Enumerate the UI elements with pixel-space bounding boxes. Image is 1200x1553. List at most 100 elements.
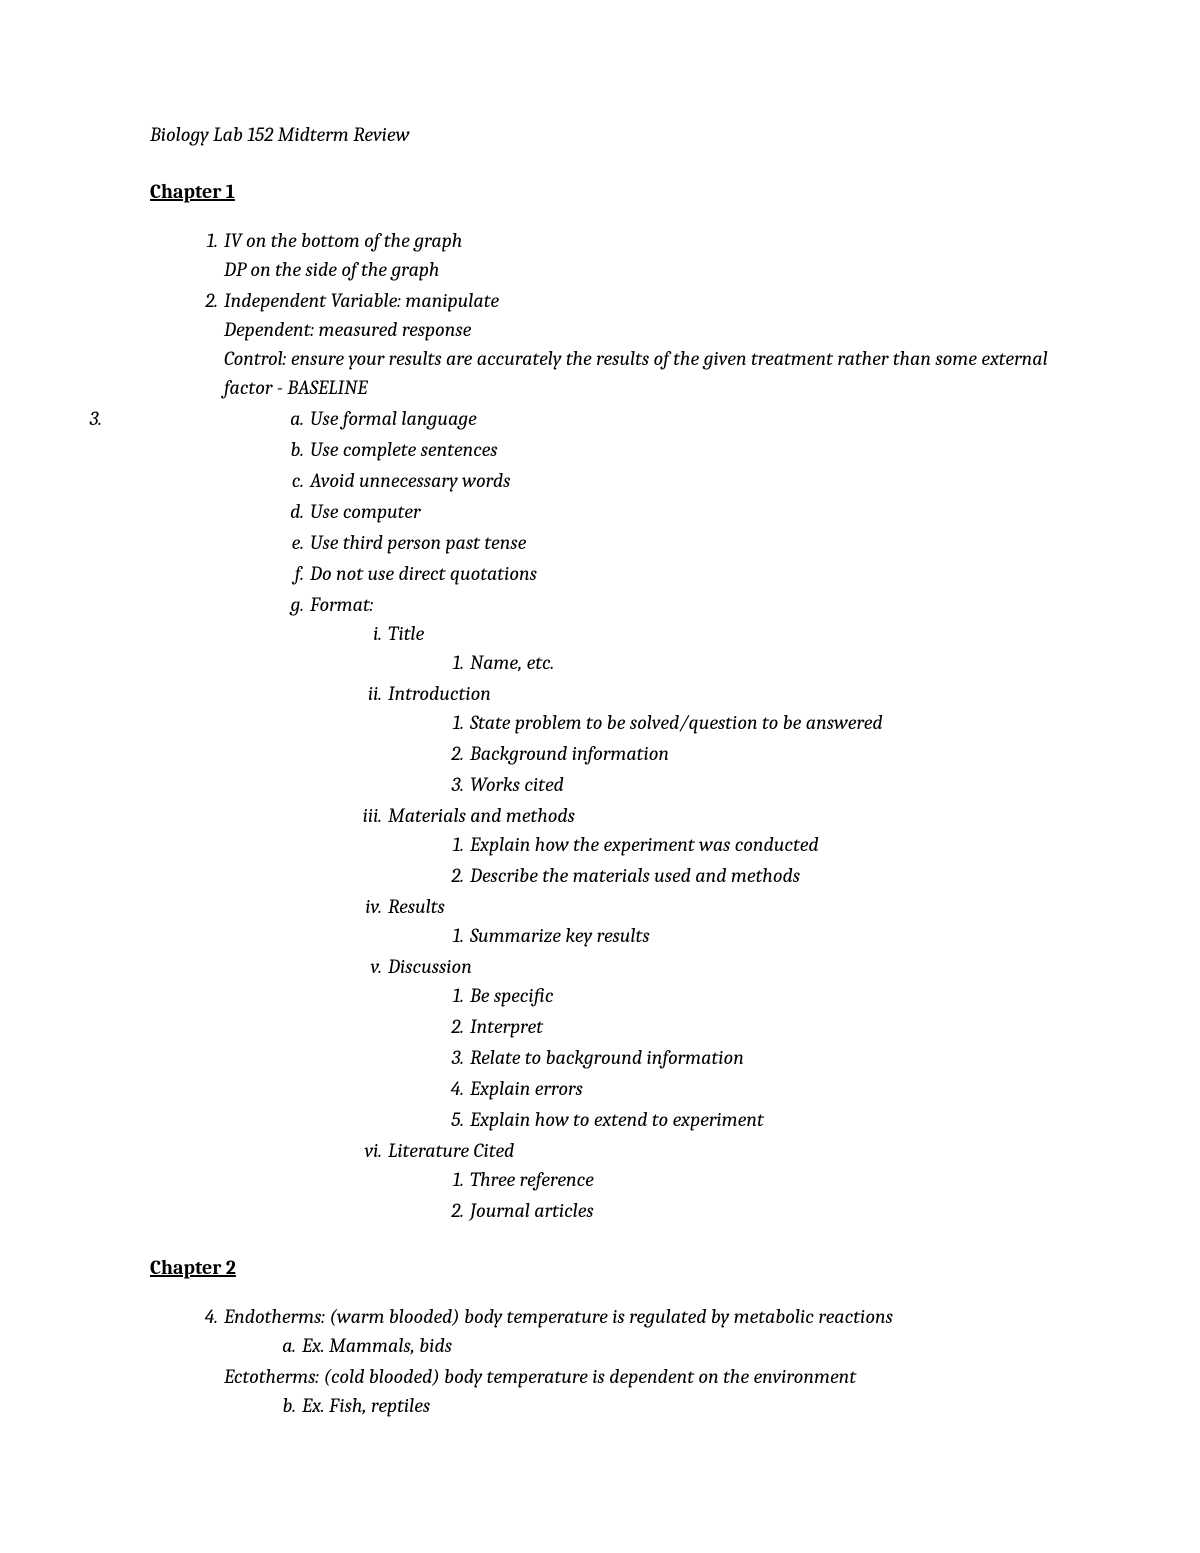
list-item: 1. Name, etc.	[440, 648, 1050, 677]
list-marker: 3.	[440, 1043, 464, 1072]
list-text: Title	[388, 622, 424, 645]
list-item: i. Title 1. Name, etc.	[354, 619, 1050, 677]
list-item: 1. Three reference	[440, 1165, 1050, 1194]
list-item: 2. Interpret	[440, 1012, 1050, 1041]
list-text: Ex. Mammals, bids	[302, 1334, 452, 1357]
list-marker: iii.	[354, 801, 382, 830]
list-text: Materials and methods	[388, 804, 575, 827]
list-marker: 3.	[440, 770, 464, 799]
list-text: Background information	[470, 742, 669, 765]
list-marker: e.	[280, 528, 304, 557]
list-marker: d.	[280, 497, 304, 526]
list-item: 4. Endotherms: (warm blooded) body tempe…	[192, 1302, 1050, 1420]
list-item: 5. Explain how to extend to experiment	[440, 1105, 1050, 1134]
list-text: Explain how to extend to experiment	[470, 1108, 764, 1131]
list-text: Use formal language	[310, 407, 477, 430]
list-marker: 1.	[440, 830, 464, 859]
list-text: Introduction	[388, 682, 491, 705]
list-item: b. Use complete sentences	[280, 435, 1050, 464]
list-item: 2. Journal articles	[440, 1196, 1050, 1225]
inner-list: 1. Explain how the experiment was conduc…	[388, 830, 1050, 890]
list-marker: b.	[280, 435, 304, 464]
list-text: IV on the bottom of the graph	[224, 226, 1050, 255]
list-text: Name, etc.	[470, 651, 554, 674]
list-marker: 4.	[440, 1074, 464, 1103]
list-text: Journal articles	[470, 1199, 594, 1222]
list-marker: 4.	[192, 1302, 218, 1331]
chapter-2-heading: Chapter 2	[150, 1253, 1050, 1282]
list-marker: g.	[280, 590, 304, 619]
list-text: Use computer	[310, 500, 421, 523]
list-text: Do not use direct quotations	[310, 562, 537, 585]
list-marker: 1.	[440, 648, 464, 677]
list-marker: ii.	[354, 679, 382, 708]
list-item: a. Use formal language	[280, 404, 1050, 433]
list-marker: vi.	[354, 1136, 382, 1165]
list-text: Results	[388, 895, 445, 918]
list-marker: 3.	[76, 404, 102, 433]
list-item: 1. Explain how the experiment was conduc…	[440, 830, 1050, 859]
list-marker: 1.	[440, 921, 464, 950]
list-text: Ectotherms: (cold blooded) body temperat…	[224, 1362, 1050, 1391]
list-text: Three reference	[470, 1168, 594, 1191]
list-marker: 1.	[192, 226, 218, 255]
roman-list: i. Title 1. Name, etc. ii. Introduction	[310, 619, 1050, 1225]
list-marker: b.	[272, 1391, 296, 1420]
inner-list: 1. State problem to be solved/question t…	[388, 708, 1050, 799]
list-text: Avoid unnecessary words	[310, 469, 510, 492]
list-item: 1. IV on the bottom of the graph DP on t…	[192, 226, 1050, 284]
list-text: Relate to background information	[470, 1046, 744, 1069]
list-text: Interpret	[470, 1015, 543, 1038]
list-marker: i.	[354, 619, 382, 648]
list-text: Discussion	[388, 955, 472, 978]
list-text: Format:	[310, 593, 373, 616]
sub-alpha-list: a. Ex. Mammals, bids	[224, 1331, 1050, 1360]
inner-list: 1. Name, etc.	[388, 648, 1050, 677]
list-marker: 2.	[440, 1012, 464, 1041]
list-marker: 1.	[440, 708, 464, 737]
list-marker: iv.	[354, 892, 382, 921]
list-text: Ex. Fish, reptiles	[302, 1394, 430, 1417]
list-text: Explain how the experiment was conducted	[470, 833, 819, 856]
list-item: iii. Materials and methods 1. Explain ho…	[354, 801, 1050, 890]
list-text: DP on the side of the graph	[224, 255, 1050, 284]
list-item: 3. Relate to background information	[440, 1043, 1050, 1072]
list-marker: a.	[272, 1331, 296, 1360]
list-item: 1. Summarize key results	[440, 921, 1050, 950]
inner-list: 1. Be specific 2. Interpret 3. Relate to…	[388, 981, 1050, 1134]
list-text: Literature Cited	[388, 1139, 514, 1162]
list-text: Dependent: measured response	[224, 315, 1050, 344]
list-marker: 1.	[440, 1165, 464, 1194]
list-marker: 2.	[440, 739, 464, 768]
list-text: Control: ensure your results are accurat…	[224, 344, 1050, 402]
list-marker: 2.	[192, 286, 218, 315]
list-item: b. Ex. Fish, reptiles	[272, 1391, 1050, 1420]
list-item: c. Avoid unnecessary words	[280, 466, 1050, 495]
list-marker: 5.	[440, 1105, 464, 1134]
list-text: Works cited	[470, 773, 564, 796]
chapter-1-list: 1. IV on the bottom of the graph DP on t…	[150, 226, 1050, 402]
list-marker: 2.	[440, 861, 464, 890]
sub-alpha-list: b. Ex. Fish, reptiles	[224, 1391, 1050, 1420]
list-item: 1. Be specific	[440, 981, 1050, 1010]
list-text: Use complete sentences	[310, 438, 498, 461]
list-text: Summarize key results	[470, 924, 650, 947]
list-item: 1. State problem to be solved/question t…	[440, 708, 1050, 737]
alpha-list: a. Use formal language b. Use complete s…	[150, 404, 1050, 1225]
inner-list: 1. Three reference 2. Journal articles	[388, 1165, 1050, 1225]
chapter-1-heading: Chapter 1	[150, 177, 1050, 206]
list-item: 4. Explain errors	[440, 1074, 1050, 1103]
list-item: d. Use computer	[280, 497, 1050, 526]
list-text: Endotherms: (warm blooded) body temperat…	[224, 1302, 1050, 1331]
list-text: Explain errors	[470, 1077, 583, 1100]
list-marker: 1.	[440, 981, 464, 1010]
list-marker: f.	[280, 559, 304, 588]
list-item: ii. Introduction 1. State problem to be …	[354, 679, 1050, 799]
list-item: a. Ex. Mammals, bids	[272, 1331, 1050, 1360]
list-item: 3. Works cited	[440, 770, 1050, 799]
document-page: Biology Lab 152 Midterm Review Chapter 1…	[0, 0, 1200, 1553]
document-title: Biology Lab 152 Midterm Review	[150, 120, 1050, 149]
list-marker: c.	[280, 466, 304, 495]
list-text: State problem to be solved/question to b…	[470, 711, 883, 734]
list-item: iv. Results 1. Summarize key results	[354, 892, 1050, 950]
